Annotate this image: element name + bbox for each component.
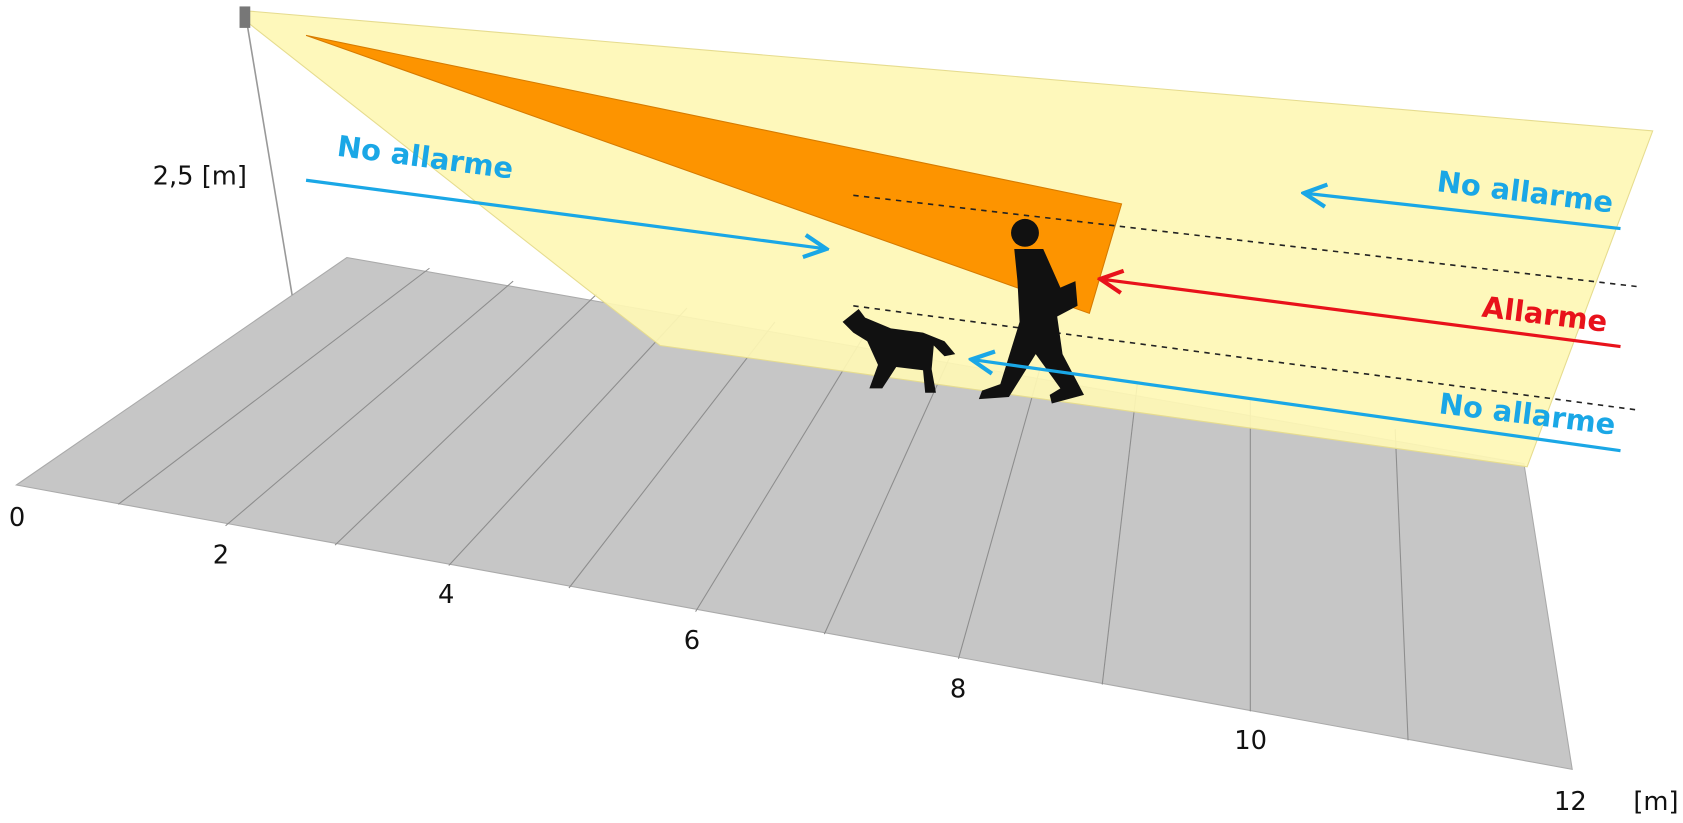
axis-tick: 2 xyxy=(213,540,229,570)
dashed-line xyxy=(853,305,1637,411)
dashed-line xyxy=(853,194,1637,288)
arrow xyxy=(1100,279,1621,349)
person xyxy=(978,218,1085,404)
sensor xyxy=(239,6,251,28)
height-label: 2,5 [m] xyxy=(153,162,247,192)
axis-tick: 12 xyxy=(1554,787,1587,817)
alarm-zone xyxy=(305,34,1123,315)
axis-tick: 10 xyxy=(1234,726,1267,756)
axis-unit: [m] xyxy=(1633,787,1678,817)
arrow xyxy=(305,178,826,249)
axis-tick: 4 xyxy=(438,580,454,610)
dog xyxy=(842,309,956,393)
arrow xyxy=(1304,193,1621,231)
axis-tick: 6 xyxy=(684,626,700,656)
floor-grid xyxy=(117,267,1409,741)
mount-pole xyxy=(246,23,293,296)
axis-tick: 8 xyxy=(950,674,966,704)
arrow xyxy=(971,359,1621,453)
axis-tick: 0 xyxy=(9,503,25,533)
